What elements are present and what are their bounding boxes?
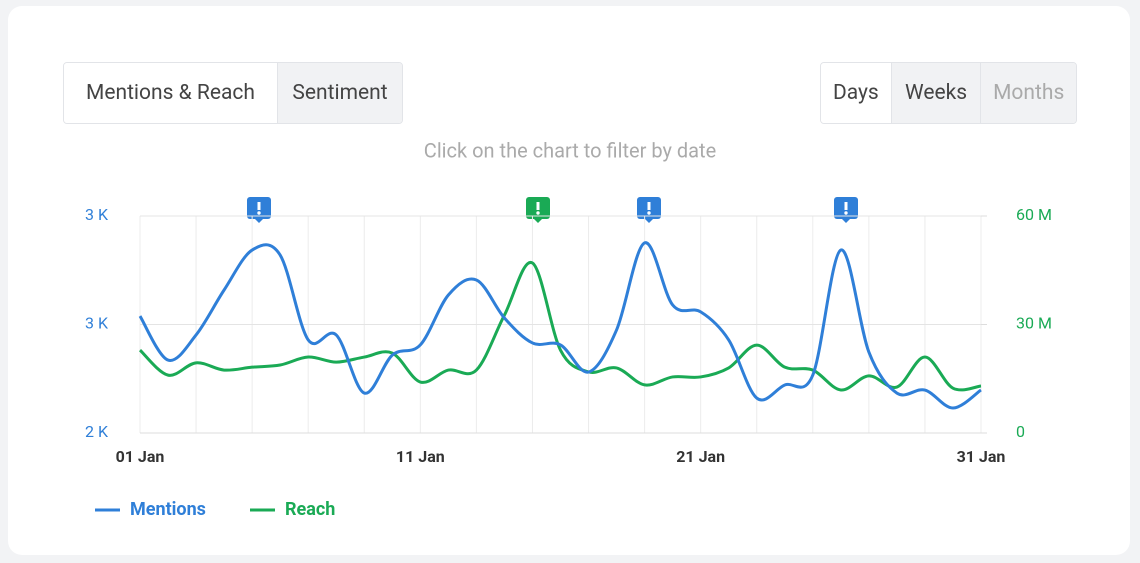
x-tick-label: 21 Jan xyxy=(676,447,725,466)
x-tick-label: 31 Jan xyxy=(957,447,1006,466)
tab-group: Mentions & Reach Sentiment xyxy=(63,62,403,124)
subtitle: Click on the chart to filter by date xyxy=(424,138,716,162)
y-tick-label: 2 K xyxy=(85,422,109,441)
tab[interactable]: Sentiment xyxy=(277,63,402,123)
period-group: Days Weeks Months xyxy=(820,62,1077,124)
y2-tick-label: 60 M xyxy=(1016,205,1052,224)
y-tick-label: 3 K xyxy=(85,205,109,224)
event-marker xyxy=(834,197,858,223)
event-markers xyxy=(247,197,858,223)
y-tick-label: 3 K xyxy=(85,314,109,333)
series-line xyxy=(138,261,982,392)
x-tick-label: 11 Jan xyxy=(396,447,445,466)
tab[interactable]: Mentions & Reach xyxy=(64,63,277,123)
legend-label: Reach xyxy=(285,499,335,520)
series-line xyxy=(138,241,982,410)
legend-label: Mentions xyxy=(130,499,206,520)
y2-tick-label: 30 M xyxy=(1016,314,1052,333)
period-button[interactable]: Days xyxy=(821,63,891,123)
event-marker xyxy=(247,197,271,223)
event-marker xyxy=(526,197,550,223)
y2-tick-label: 0 xyxy=(1016,422,1025,441)
event-marker xyxy=(637,197,661,223)
x-tick-label: 01 Jan xyxy=(116,447,165,466)
period-button[interactable]: Months xyxy=(980,63,1076,123)
period-button[interactable]: Weeks xyxy=(890,63,981,123)
